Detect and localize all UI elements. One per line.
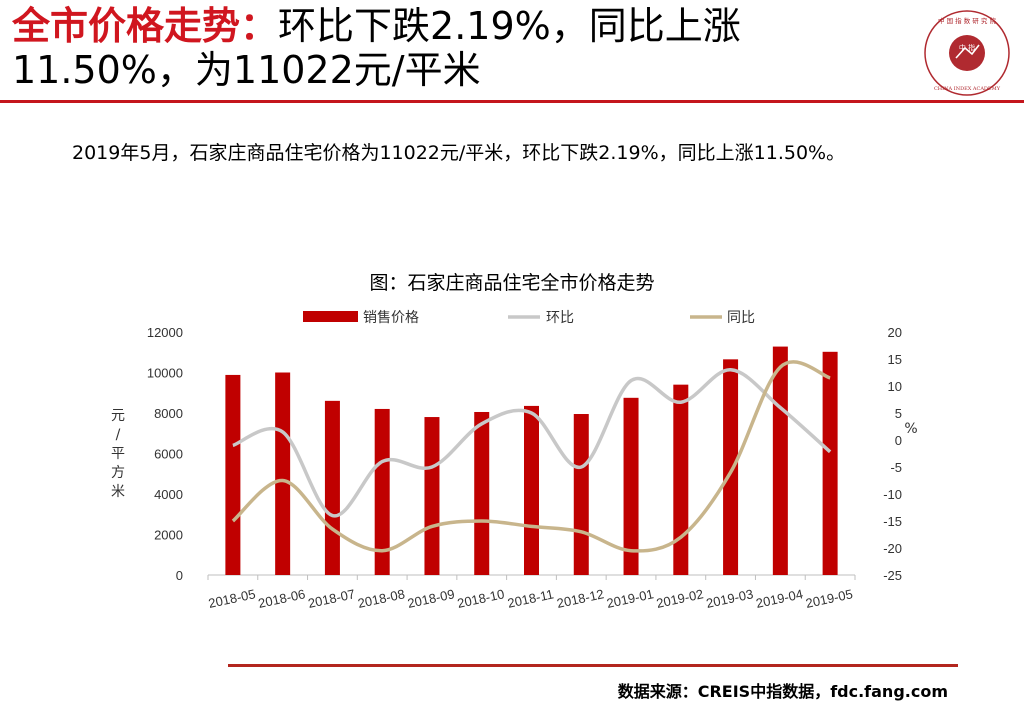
- legend-label-price: 销售价格: [363, 310, 419, 326]
- x-tick-label: 2018-11: [506, 586, 555, 610]
- bar-2019-02: [673, 384, 689, 575]
- y-tick-label-left: 10000: [147, 366, 183, 381]
- x-tick-label: 2018-09: [406, 586, 456, 611]
- x-tick-label: 2018-12: [555, 586, 605, 611]
- logo-ring-bottom-text: CHINA INDEX ACADEMY: [934, 86, 1001, 92]
- y-tick-label-left: 12000: [147, 325, 183, 340]
- y-tick-label-left: 6000: [154, 447, 183, 462]
- y-tick-label-left: 2000: [154, 528, 183, 543]
- series-line-mom: [232, 368, 832, 518]
- y-axis-label-char: 方: [111, 465, 125, 481]
- legend-label-yoy: 同比: [727, 310, 755, 326]
- x-tick-label: 2019-04: [755, 586, 805, 611]
- legend-swatch-price: [303, 311, 358, 322]
- china-index-academy-seal-icon: 中 指 中 国 指 数 研 究 院 CHINA INDEX ACADEMY: [924, 10, 1010, 96]
- x-tick-label: 2019-05: [804, 586, 854, 611]
- y-tick-label-right: -5: [890, 460, 902, 475]
- bar-2019-05: [822, 351, 838, 575]
- y-tick-label-right: -10: [883, 487, 902, 502]
- y-tick-label-right: 15: [888, 352, 902, 367]
- x-tick-label: 2019-01: [605, 586, 655, 611]
- bar-2018-09: [424, 417, 440, 575]
- y-axis-label-char: 平: [111, 446, 125, 462]
- y-axis-label-char: /: [116, 427, 121, 443]
- y-tick-label-right: -25: [883, 568, 902, 583]
- bar-2019-04: [772, 346, 788, 575]
- bar-2018-06: [275, 372, 291, 575]
- footer-divider: [228, 664, 958, 667]
- bar-2018-05: [225, 374, 241, 575]
- title-divider: [0, 100, 1024, 103]
- title-highlight: 全市价格走势：: [12, 4, 279, 48]
- summary-text: 2019年5月，石家庄商品住宅价格为11022元/平米，环比下跌2.19%，同比…: [72, 142, 846, 164]
- logo-ring-top-text: 中 国 指 数 研 究 院: [938, 16, 996, 25]
- chart-title: 图：石家庄商品住宅全市价格走势: [369, 272, 655, 294]
- page-title: 全市价格走势：环比下跌2.19%，同比上涨11.50%，为11022元/平米: [12, 4, 892, 92]
- logo-center-text: 中 指: [959, 43, 975, 52]
- title-rest: 环比下跌2.19%，同比上涨11.50%，为11022元/平米: [12, 4, 741, 92]
- series-line-yoy: [231, 360, 831, 553]
- y-tick-label-left: 0: [176, 568, 183, 583]
- bar-2018-11: [524, 405, 539, 575]
- y-tick-label-left: 4000: [154, 487, 183, 502]
- legend-label-mom: 环比: [546, 310, 574, 326]
- y-tick-label-right: 5: [895, 406, 902, 421]
- y-tick-label-right: 10: [888, 379, 902, 394]
- y-tick-label-right: 0: [895, 433, 902, 448]
- data-source: 数据来源：CREIS中指数据，fdc.fang.com: [617, 682, 948, 701]
- x-tick-label: 2018-07: [307, 586, 357, 611]
- y-tick-label-left: 8000: [154, 406, 183, 421]
- x-tick-label: 2018-05: [207, 586, 257, 611]
- x-tick-label: 2018-06: [257, 586, 307, 611]
- y-tick-label-right: -15: [883, 514, 902, 529]
- y-axis-label-char: 米: [111, 484, 125, 500]
- x-tick-label: 2019-03: [705, 586, 755, 611]
- y-tick-label-right: 20: [888, 325, 902, 340]
- bar-2018-12: [573, 414, 589, 575]
- bar-2019-03: [723, 359, 739, 575]
- bar-2018-07: [324, 400, 340, 575]
- y-axis-label-char: 元: [111, 408, 125, 424]
- x-tick-label: 2019-02: [655, 586, 705, 611]
- x-tick-label: 2018-08: [356, 586, 406, 611]
- bar-2018-08: [374, 408, 390, 575]
- y-tick-label-right: -20: [883, 541, 902, 556]
- bar-2019-01: [623, 397, 639, 575]
- y-axis-label-right: %: [904, 421, 917, 437]
- x-tick-label: 2018-10: [456, 586, 506, 611]
- bar-2018-10: [474, 411, 490, 575]
